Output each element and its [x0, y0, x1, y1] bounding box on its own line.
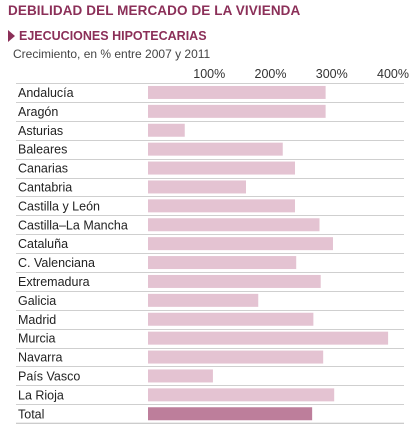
bar: [148, 256, 297, 270]
bar: [148, 274, 321, 288]
bar: [148, 104, 326, 118]
triangle-marker-icon: [8, 30, 15, 42]
x-axis-ticks: 100% 200% 300% 400%: [193, 67, 409, 81]
chart-rows: Andalucía Aragón Asturias Baleares Canarias C…: [16, 83, 404, 424]
category-label: Canarias: [18, 162, 68, 176]
category-label: Extremadura: [18, 275, 90, 289]
category-label: Castilla–La Mancha: [18, 218, 128, 232]
category-label: Asturias: [18, 124, 63, 138]
category-label: Galicia: [18, 294, 56, 308]
chart-title: DEBILIDAD DEL MERCADO DE LA VIVIENDA: [8, 3, 301, 18]
x-tick-label: 100%: [193, 67, 225, 81]
bar: [148, 369, 213, 383]
category-label: Madrid: [18, 313, 56, 327]
category-label: Cantabria: [18, 180, 72, 194]
x-tick-label: 300%: [316, 67, 348, 81]
category-label: Navarra: [18, 351, 63, 365]
category-label: C. Valenciana: [18, 256, 95, 270]
section-heading: EJECUCIONES HIPOTECARIAS: [8, 29, 207, 43]
bar: [148, 180, 246, 194]
category-label: Cataluña: [18, 237, 68, 251]
x-tick-label: 400%: [377, 67, 409, 81]
bar: [148, 293, 259, 307]
bar: [148, 161, 295, 175]
bar: [148, 388, 335, 402]
chart-caption: Crecimiento, en % entre 2007 y 2011: [13, 47, 211, 61]
category-label: Total: [18, 407, 44, 421]
bar: [148, 218, 320, 232]
bar: [148, 331, 389, 345]
bar: [148, 85, 326, 99]
category-label: Aragón: [18, 105, 58, 119]
bar-total: [148, 407, 313, 421]
bar: [148, 312, 314, 326]
x-tick-label: 200%: [255, 67, 287, 81]
category-label: Baleares: [18, 143, 67, 157]
chart-subtitle: EJECUCIONES HIPOTECARIAS: [19, 29, 207, 43]
bar: [148, 123, 185, 137]
category-label: Andalucía: [18, 86, 74, 100]
category-label: Murcia: [18, 332, 56, 346]
category-label: La Rioja: [18, 388, 64, 402]
bar: [148, 350, 324, 364]
bar: [148, 237, 333, 251]
bar: [148, 199, 295, 213]
category-label: Castilla y León: [18, 199, 100, 213]
bar: [148, 142, 283, 156]
category-label: País Vasco: [18, 369, 80, 383]
